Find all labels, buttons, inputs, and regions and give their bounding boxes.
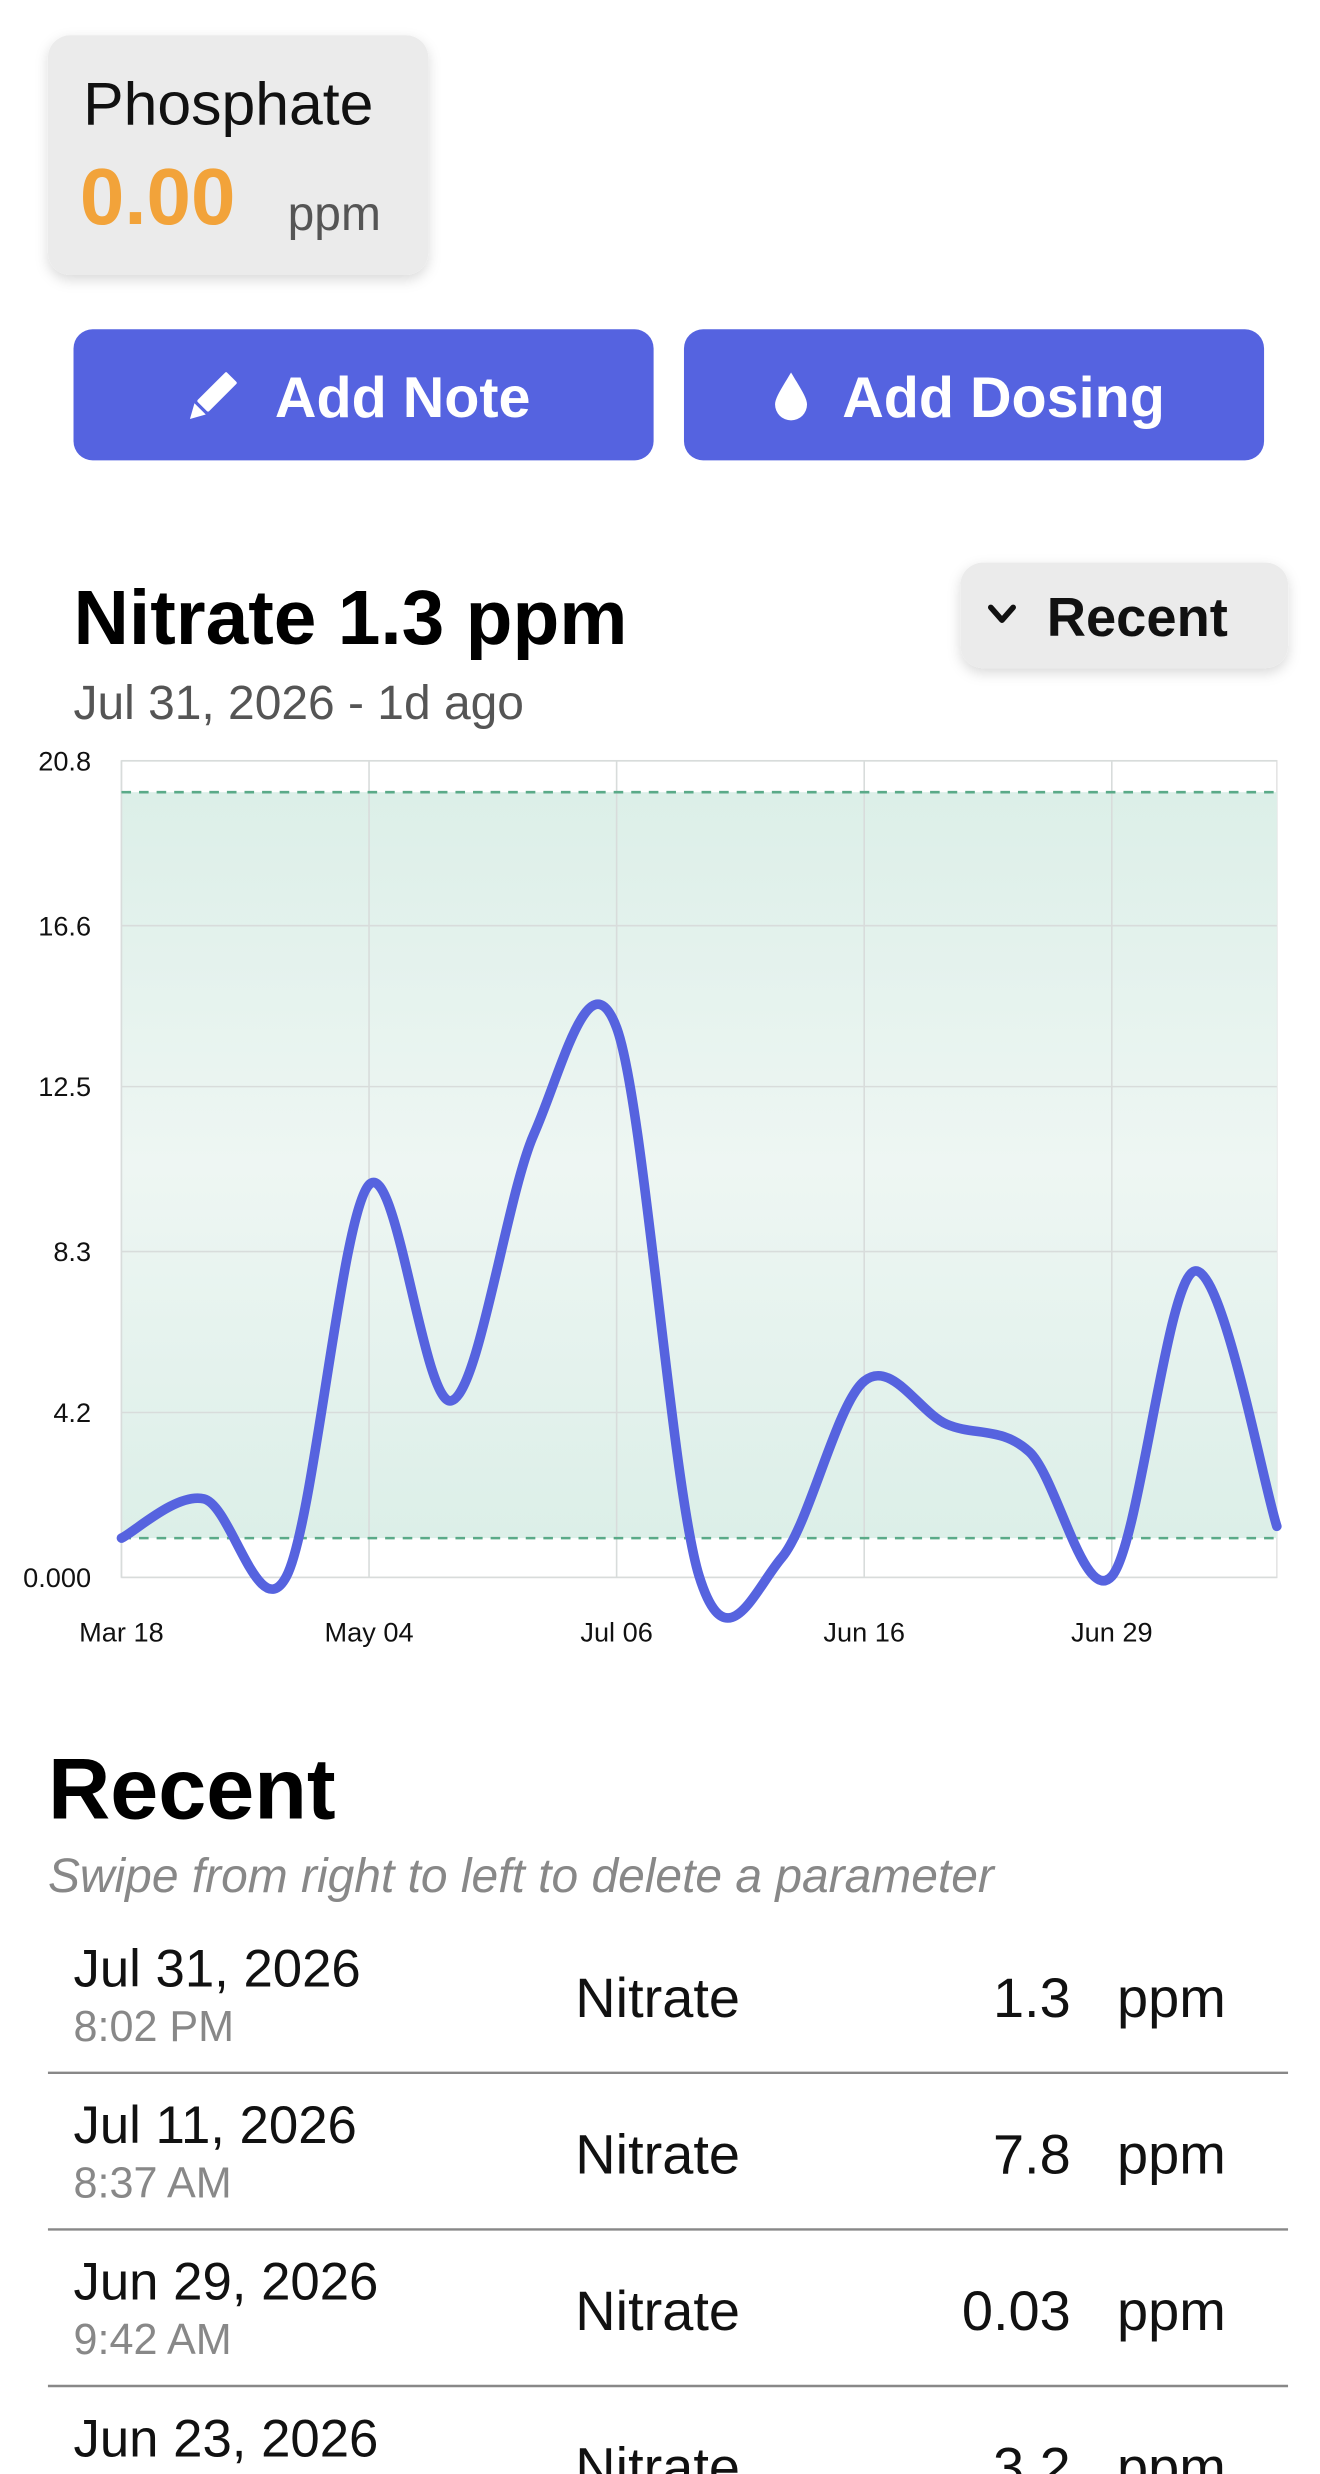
y-tick-label: 20.8 — [38, 745, 91, 776]
drop-icon — [775, 372, 808, 421]
x-tick-label: Jun 29 — [1071, 1616, 1153, 1647]
y-tick-label: 0.000 — [23, 1562, 91, 1593]
x-tick-label: May 04 — [325, 1616, 414, 1647]
row-value: 1.3 — [993, 1966, 1071, 2029]
row-date: Jun 23, 2026 — [74, 2409, 379, 2468]
row-unit: ppm — [1117, 2279, 1226, 2342]
button-label[interactable]: Add Note — [275, 366, 531, 430]
section-title: Recent — [48, 1742, 336, 1838]
card-unit: ppm — [288, 188, 381, 241]
row-date: Jul 11, 2026 — [74, 2096, 357, 2155]
y-tick-label: 12.5 — [38, 1071, 91, 1102]
target-band — [121, 792, 1277, 1539]
chevron-icon — [988, 604, 1016, 623]
add-dosing-button[interactable] — [683, 329, 1265, 461]
card-value: 0.00 — [80, 152, 236, 241]
row-parameter: Nitrate — [575, 1966, 740, 2029]
row-unit: ppm — [1117, 2122, 1226, 2185]
x-tick-label: Jun 16 — [823, 1616, 905, 1647]
row-time: 8:54 PM — [74, 2473, 235, 2474]
x-tick-label: Mar 18 — [79, 1616, 164, 1647]
chart-subtitle: Jul 31, 2026 - 1d ago — [74, 677, 524, 730]
row-time: 8:37 AM — [74, 2159, 232, 2207]
card-label: Phosphate — [83, 70, 373, 138]
row-time: 8:02 PM — [74, 2003, 235, 2051]
chart-title: Nitrate 1.3 ppm — [74, 576, 628, 661]
data-line — [116, 999, 1282, 1623]
row-parameter: Nitrate — [575, 2279, 740, 2342]
phosphate-card — [47, 35, 429, 275]
row-value: 7.8 — [993, 2122, 1071, 2185]
row-date: Jul 31, 2026 — [74, 1939, 361, 1998]
row-parameter: Nitrate — [575, 2122, 740, 2185]
button-label[interactable]: Add Dosing — [842, 366, 1165, 430]
dropdown-label[interactable]: Recent — [1047, 587, 1228, 648]
y-tick-label: 4.2 — [53, 1397, 91, 1428]
row-value: 3.2 — [993, 2436, 1071, 2474]
range-dropdown[interactable] — [960, 562, 1289, 669]
y-tick-label: 16.6 — [38, 910, 91, 941]
row-time: 9:42 AM — [74, 2316, 232, 2364]
x-tick-label: Jul 06 — [580, 1616, 652, 1647]
add-note-button[interactable] — [73, 329, 654, 461]
row-unit: ppm — [1117, 1966, 1226, 2029]
row-unit: ppm — [1117, 2436, 1226, 2474]
row-date: Jun 29, 2026 — [74, 2253, 379, 2312]
pencil-icon — [189, 372, 237, 420]
y-tick-label: 8.3 — [53, 1236, 91, 1267]
section-hint: Swipe from right to left to delete a par… — [48, 1850, 996, 1903]
row-parameter: Nitrate — [575, 2436, 740, 2474]
row-value: 0.03 — [962, 2279, 1071, 2342]
